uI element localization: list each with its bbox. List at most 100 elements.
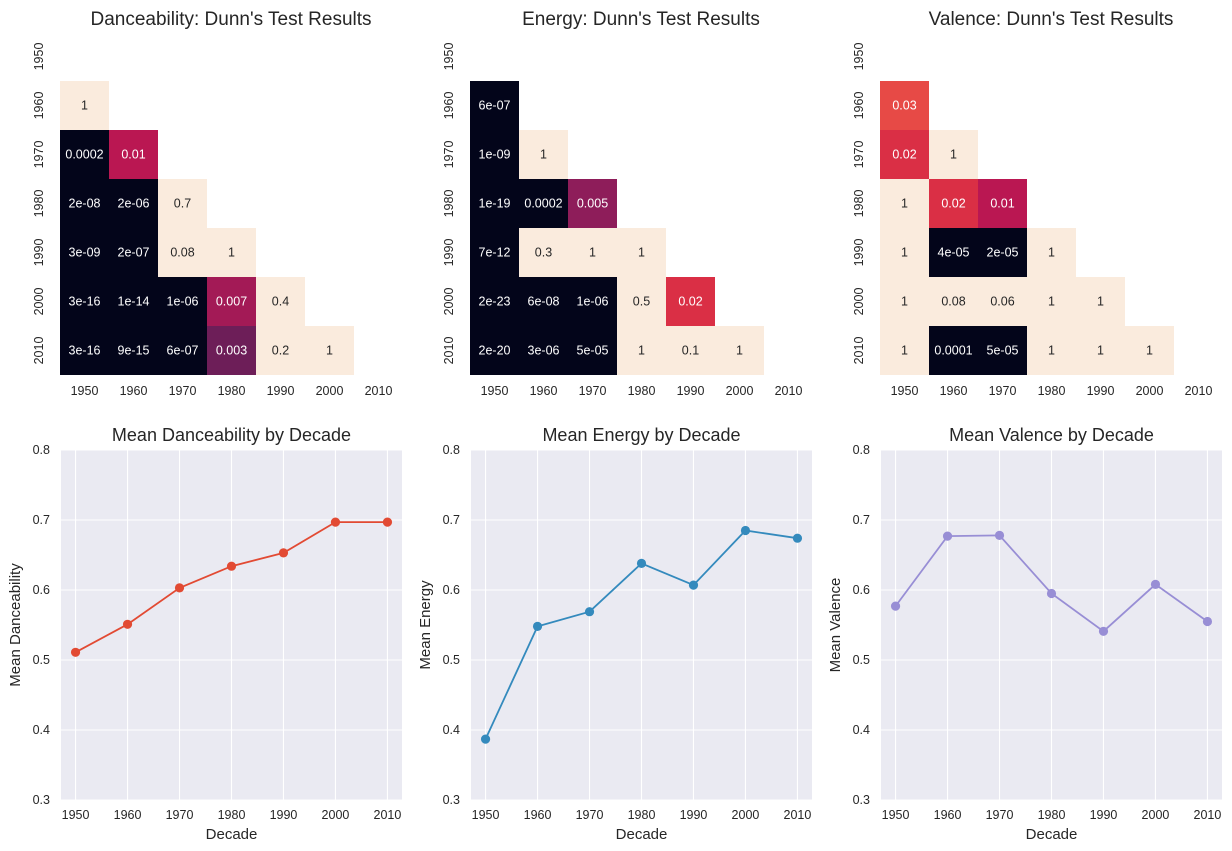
y-tick-label: 0.7: [443, 513, 460, 527]
heatmap-cell: [929, 179, 978, 228]
heatmap-row-label: 1960: [32, 92, 46, 120]
heatmap-cell: [880, 228, 929, 277]
heatmap-cell: [519, 228, 568, 277]
y-tick-label: 0.5: [853, 653, 870, 667]
x-tick-label: 1970: [166, 808, 194, 822]
heatmap-cell-label: 1e-06: [167, 295, 199, 309]
heatmap-col-label: 1960: [120, 384, 148, 398]
heatmap-cell: [568, 228, 617, 277]
heatmap-cell-label: 0.06: [990, 295, 1014, 309]
heatmap-row-label: 1980: [852, 190, 866, 218]
heatmap-row-label: 1990: [32, 239, 46, 267]
heatmap-cell-label: 1: [1048, 246, 1055, 260]
heatmap-cell: [470, 228, 519, 277]
heatmap-cell-label: 0.02: [892, 148, 916, 162]
y-tick-label: 0.5: [443, 653, 460, 667]
heatmap-cell: [1125, 326, 1174, 375]
heatmap-cell: [519, 130, 568, 179]
heatmap-cell: [60, 81, 109, 130]
heatmap-cell-label: 2e-08: [69, 197, 101, 211]
x-tick-label: 1960: [934, 808, 962, 822]
x-tick-label: 1980: [628, 808, 656, 822]
heatmap-cell-label: 0.7: [174, 197, 191, 211]
heatmap-col-label: 1980: [628, 384, 656, 398]
heatmap-cell-label: 0.3: [535, 246, 552, 260]
x-tick-label: 1980: [218, 808, 246, 822]
heatmap-col-label: 2000: [316, 384, 344, 398]
heatmap-cell-label: 0.2: [272, 344, 289, 358]
heatmap-cell-label: 1: [589, 246, 596, 260]
x-tick-label: 1990: [270, 808, 298, 822]
y-tick-label: 0.3: [33, 793, 50, 807]
heatmap-cell: [158, 326, 207, 375]
data-point: [994, 530, 1005, 541]
heatmap-cell: [305, 326, 354, 375]
data-point: [122, 619, 133, 629]
y-tick-label: 0.6: [33, 583, 50, 597]
heatmap-col-label: 2010: [1185, 384, 1213, 398]
heatmap-cell-label: 1: [638, 246, 645, 260]
heatmap-cell: [1027, 326, 1076, 375]
heatmap-cell-label: 9e-15: [118, 344, 150, 358]
heatmap-cell-label: 1e-14: [118, 295, 150, 309]
chart-title: Mean Danceability by Decade: [112, 425, 351, 445]
data-point: [330, 517, 341, 527]
heatmap-cell: [880, 277, 929, 326]
heatmap-cell-label: 1: [540, 148, 547, 162]
heatmap-row-label: 1950: [442, 43, 456, 71]
heatmap-col-label: 1950: [71, 384, 99, 398]
heatmap-row-label: 1990: [442, 239, 456, 267]
heatmap-cell: [60, 228, 109, 277]
heatmap-cell: [158, 277, 207, 326]
heatmap-cell-label: 2e-06: [118, 197, 150, 211]
heatmap-row-label: 1950: [32, 43, 46, 71]
heatmap-cell-label: 2e-23: [479, 295, 511, 309]
heatmap-title: Valence: Dunn's Test Results: [929, 9, 1174, 30]
x-tick-label: 1950: [882, 808, 910, 822]
heatmap-cell: [617, 228, 666, 277]
heatmap-cell: [978, 179, 1027, 228]
heatmap-cell-label: 6e-07: [479, 99, 511, 113]
x-tick-label: 1970: [986, 808, 1014, 822]
x-tick-label: 1980: [1038, 808, 1066, 822]
heatmap-row-label: 1980: [442, 190, 456, 218]
heatmap-cell: [470, 130, 519, 179]
heatmap-cell-label: 1: [326, 344, 333, 358]
heatmap-cell: [158, 179, 207, 228]
data-point: [1150, 579, 1161, 590]
heatmap-cell-label: 1: [228, 246, 235, 260]
heatmap-cell: [60, 130, 109, 179]
heatmap-cell: [519, 277, 568, 326]
heatmap-cell-label: 0.007: [216, 295, 247, 309]
heatmap-col-label: 1970: [989, 384, 1017, 398]
x-tick-label: 2000: [1142, 808, 1170, 822]
heatmap-cell: [666, 326, 715, 375]
data-point: [1046, 588, 1057, 599]
heatmap-cell: [470, 277, 519, 326]
heatmap-cell-label: 0.0001: [934, 344, 972, 358]
data-point: [1098, 626, 1109, 636]
y-axis-label: Mean Valence: [827, 578, 844, 673]
heatmap-col-label: 2010: [775, 384, 803, 398]
heatmap-cell: [880, 81, 929, 130]
heatmap-col-label: 2000: [1136, 384, 1164, 398]
x-tick-label: 2010: [1194, 808, 1222, 822]
data-point: [480, 734, 491, 744]
heatmap-cell: [715, 326, 764, 375]
heatmap-cell-label: 0.5: [633, 295, 650, 309]
line-chart-panel: 0.3 0.4 0.5 0.6 0.7 0.8 1950 1960 1970 1980 1990 20…: [7, 425, 402, 843]
heatmap-col-label: 1970: [579, 384, 607, 398]
data-point: [584, 607, 595, 617]
x-tick-label: 1950: [472, 808, 500, 822]
heatmap-cell-label: 3e-16: [69, 295, 101, 309]
heatmap-cell: [666, 277, 715, 326]
y-axis-label: Mean Energy: [417, 580, 434, 670]
heatmap-cell-label: 0.08: [170, 246, 194, 260]
line-chart-panel: 0.3 0.4 0.5 0.6 0.7 0.8 1950 1960 1970 1980 1990 20…: [417, 425, 812, 843]
heatmap-cell: [880, 130, 929, 179]
heatmap-cell: [60, 179, 109, 228]
y-tick-label: 0.6: [853, 583, 870, 597]
heatmap-cell-label: 1: [1097, 295, 1104, 309]
